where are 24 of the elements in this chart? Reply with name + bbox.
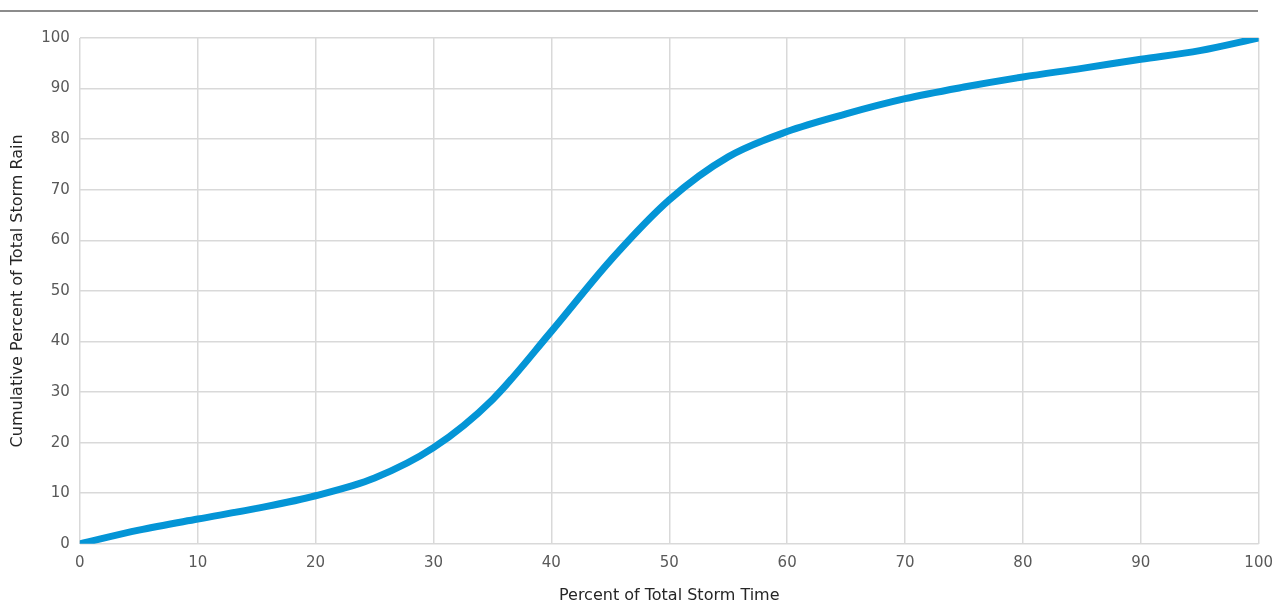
- y-tick-label: 60: [50, 230, 70, 249]
- x-tick-label: 90: [1131, 552, 1151, 571]
- x-tick-label: 20: [306, 552, 326, 571]
- x-tick-label: 30: [423, 552, 444, 571]
- y-tick-label: 50: [50, 280, 70, 299]
- x-tick-label: 10: [188, 552, 208, 571]
- y-tick-label: 40: [50, 331, 70, 350]
- y-tick-label: 80: [50, 129, 70, 148]
- x-tick-label: 50: [659, 552, 679, 571]
- y-tick-label: 20: [50, 432, 70, 451]
- y-axis-title: Cumulative Percent of Total Storm Rain: [6, 134, 26, 448]
- x-tick-label: 70: [895, 552, 915, 571]
- y-tick-label: 70: [50, 179, 70, 198]
- y-tick-label: 100: [41, 27, 70, 46]
- y-tick-label: 0: [60, 533, 70, 552]
- x-tick-label: 100: [1244, 552, 1274, 571]
- x-tick-label: 0: [75, 552, 85, 571]
- x-tick-label: 40: [541, 552, 561, 571]
- y-tick-label: 90: [50, 78, 70, 97]
- y-tick-label: 30: [50, 381, 70, 400]
- x-axis-title: Percent of Total Storm Time: [558, 584, 780, 604]
- x-tick-label: 80: [1013, 552, 1033, 571]
- y-tick-label: 10: [50, 483, 70, 502]
- x-tick-label: 60: [777, 552, 797, 571]
